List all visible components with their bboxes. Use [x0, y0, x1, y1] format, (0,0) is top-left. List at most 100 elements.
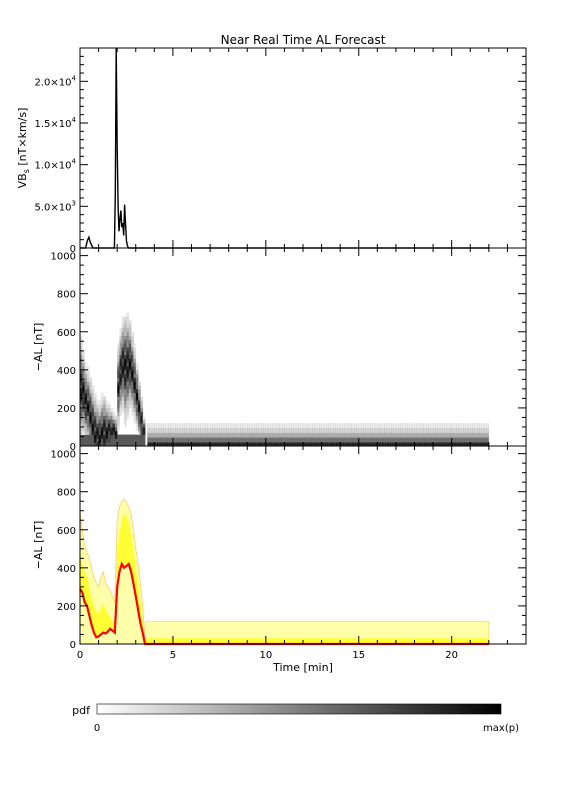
pdf-cell [87, 442, 90, 447]
pdf-cell [84, 381, 88, 386]
pdf-cell [119, 404, 123, 409]
pdf-cell [140, 430, 144, 435]
pdf-cell [126, 358, 130, 363]
pdf-cell [124, 366, 127, 371]
pdf-cell [128, 335, 132, 340]
pdf-cell [121, 407, 125, 413]
pdf-cell [112, 442, 116, 447]
pdf-cell [133, 388, 137, 394]
pdf-cell [82, 423, 85, 428]
pdf-cell [117, 343, 120, 348]
vbs-y-tick-label: 0 [70, 244, 76, 255]
pdf-cell [103, 430, 106, 435]
pdf-cell [89, 392, 92, 397]
pdf-cell [82, 442, 85, 447]
pdf-cell [140, 411, 144, 416]
pdf-cell [105, 415, 109, 420]
al-forecast-y-tick-label: 800 [57, 488, 76, 499]
pdf-cell [117, 385, 120, 390]
pdf-cell [121, 343, 125, 348]
pdf-cell [140, 400, 144, 405]
pdf-cell [119, 411, 123, 416]
pdf-cell [117, 404, 120, 409]
pdf-cell [91, 442, 95, 447]
pdf-cell [126, 385, 130, 390]
pdf-cell [124, 373, 127, 378]
pdf-cell [84, 404, 88, 409]
pdf-cell [110, 442, 113, 447]
vbs-y-label-subscript: s [22, 169, 31, 173]
pdf-cell [135, 415, 139, 420]
pdf-cell [87, 366, 90, 371]
pdf-cell [89, 438, 92, 443]
pdf-cell [89, 423, 92, 428]
pdf-cell [96, 404, 99, 409]
al-pdf-y-tick-label: 400 [57, 366, 76, 377]
al-pdf-y-axis: 0 200 400 600 800 1000 [51, 252, 526, 453]
pdf-cell [138, 388, 141, 394]
pdf-cell [138, 385, 141, 390]
pdf-colorbar: pdf 0 max(p) [72, 703, 519, 734]
pdf-cell [93, 430, 97, 435]
pdf-cell [128, 347, 132, 352]
pdf-cell [87, 388, 90, 394]
pdf-cell [135, 369, 139, 374]
pdf-cell [87, 415, 90, 420]
pdf-cell [84, 366, 88, 371]
pdf-cell [82, 400, 85, 405]
pdf-cell [131, 331, 134, 336]
pdf-cell [119, 350, 123, 355]
pdf-cell [135, 423, 139, 428]
pdf-cell [87, 369, 90, 374]
pdf-cell [91, 392, 95, 397]
pdf-cell [87, 396, 90, 401]
pdf-cell [131, 396, 134, 401]
pdf-cell [84, 362, 88, 367]
pdf-cell [121, 385, 125, 390]
pdf-cell [117, 392, 120, 397]
pdf-cell [105, 423, 109, 428]
pdf-cell [82, 392, 85, 397]
pdf-cell [87, 385, 90, 390]
pdf-cell [124, 362, 127, 367]
pdf-cell [124, 316, 127, 321]
pdf-cell [124, 354, 127, 359]
pdf-cell [142, 415, 146, 420]
pdf-cell [142, 419, 146, 424]
pdf-cell [140, 434, 144, 439]
pdf-cell [128, 339, 132, 344]
pdf-cell [87, 377, 90, 382]
pdf-cell [110, 411, 113, 416]
pdf-cell [107, 423, 111, 428]
pdf-cell [112, 430, 116, 435]
pdf-cell [126, 396, 130, 401]
pdf-cell [128, 392, 132, 397]
pdf-cell [131, 369, 134, 374]
pdf-cell [96, 400, 99, 405]
pdf-cell [105, 438, 109, 443]
pdf-cell [91, 430, 95, 435]
pdf-cell [133, 373, 137, 378]
pdf-cell [84, 392, 88, 397]
pdf-cell [121, 404, 125, 409]
pdf-cell [135, 396, 139, 401]
pdf-cell [89, 430, 92, 435]
pdf-cell [110, 438, 113, 443]
pdf-cell [103, 411, 106, 416]
pdf-cell [87, 411, 90, 416]
pdf-cell [133, 396, 137, 401]
pdf-cell [80, 423, 83, 428]
pdf-cell [107, 427, 111, 432]
time-x-axis-label: Time [min] [272, 661, 333, 674]
pdf-cell [117, 407, 120, 413]
pdf-cell [133, 362, 137, 367]
pdf-cell [121, 377, 125, 382]
pdf-cell [119, 339, 123, 344]
pdf-cell [80, 373, 83, 378]
pdf-cell [140, 438, 144, 443]
pdf-cell [140, 423, 144, 428]
pdf-cell [80, 385, 83, 390]
pdf-cell [80, 404, 83, 409]
pdf-cell [82, 438, 85, 443]
